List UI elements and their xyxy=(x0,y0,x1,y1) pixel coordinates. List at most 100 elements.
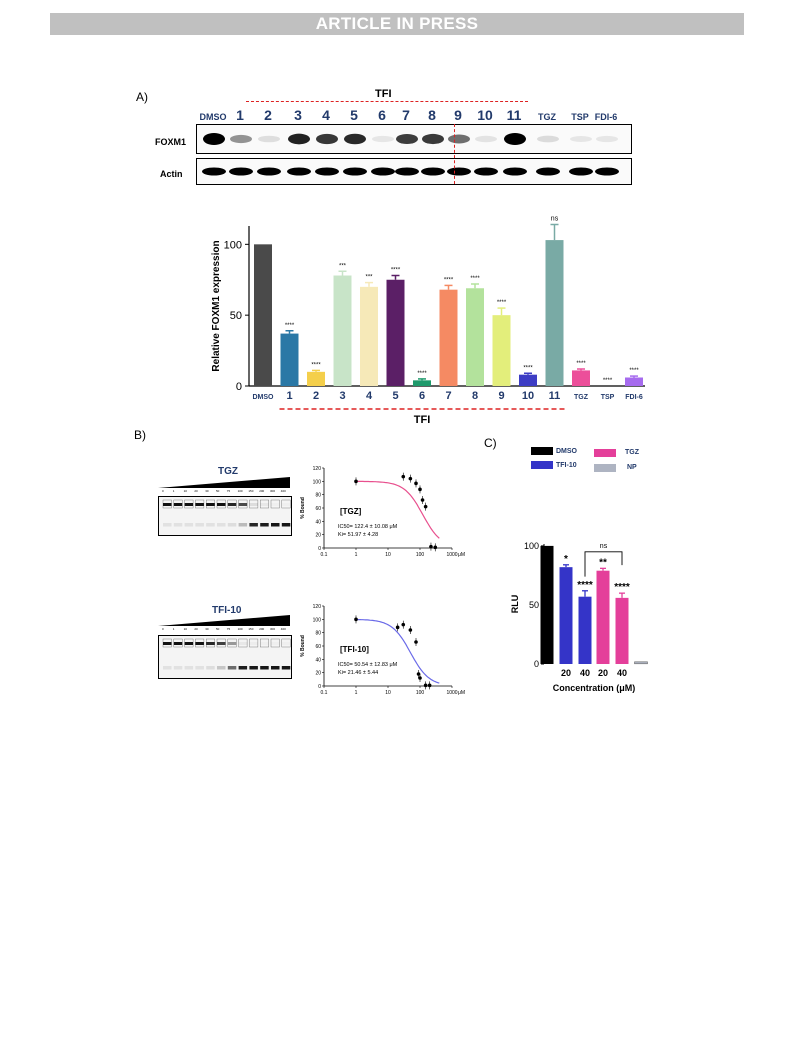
gel-tfi10 xyxy=(158,635,292,679)
panel-b-label: B) xyxy=(134,428,146,442)
significance-label: **** xyxy=(311,362,321,368)
gel-bound-band xyxy=(217,503,226,506)
x-tick-label: 0.1 xyxy=(321,690,328,696)
x-tick-label: 10 xyxy=(522,390,534,402)
gel-concentration-label: 10 xyxy=(183,627,187,631)
x-tick-label: TSP xyxy=(601,394,615,401)
gel-free-band xyxy=(260,666,269,670)
significance-label: **** xyxy=(576,361,586,367)
gel-free-band xyxy=(184,523,194,527)
y-tick-label: 0 xyxy=(236,381,242,393)
bar xyxy=(386,279,405,386)
gel-free-band xyxy=(163,666,172,670)
gel-free-band xyxy=(173,666,183,670)
significance-label: *** xyxy=(339,263,347,269)
y-tick-label: 80 xyxy=(315,631,321,637)
y-tick-label: 100 xyxy=(224,239,242,251)
tfi-top-dashed-line xyxy=(246,101,528,102)
lane-label: 9 xyxy=(454,107,462,123)
tfi-top-label: TFI xyxy=(375,88,392,100)
gel-free-band xyxy=(217,523,226,527)
y-tick-label: 120 xyxy=(313,466,322,472)
foxm1-band xyxy=(396,133,418,145)
bar xyxy=(519,374,537,386)
x-tick-label: 1 xyxy=(286,390,292,402)
x-tick-label: DMSO xyxy=(253,394,275,401)
foxm1-band xyxy=(258,135,280,143)
gel-bound-band xyxy=(282,642,291,645)
lane-label: TSP xyxy=(571,112,589,122)
foxm1-band xyxy=(504,133,526,145)
lane-label: 3 xyxy=(294,107,302,123)
gel-well xyxy=(227,638,237,648)
panel-c-label: C) xyxy=(484,436,497,450)
gel-concentration-label: 150 xyxy=(248,627,254,631)
y-axis-label: % Bound xyxy=(300,635,306,657)
gel-concentration-label: 10 xyxy=(183,489,187,493)
y-tick-label: 60 xyxy=(315,644,321,650)
significance-label: * xyxy=(564,554,568,565)
actin-row-label: Actin xyxy=(160,169,183,179)
x-tick-label: 9 xyxy=(498,390,504,402)
foxm1-band xyxy=(475,135,497,143)
gel-bound-band xyxy=(271,503,280,506)
ic50-annotation: IC50= 122.4 ± 10.08 μM xyxy=(338,524,398,530)
gel-bound-band xyxy=(163,642,172,645)
significance-label: ** xyxy=(599,557,607,568)
gel-bound-band xyxy=(195,503,204,506)
significance-label: **** xyxy=(444,277,454,283)
lane-label: 8 xyxy=(428,107,436,123)
gel-concentration-label: 30 xyxy=(205,489,209,493)
article-banner: ARTICLE IN PRESS xyxy=(50,13,744,35)
y-tick-label: 20 xyxy=(315,533,321,539)
x-tick-label: 0.1 xyxy=(321,552,328,558)
bar xyxy=(615,597,629,664)
x-tick-label: 1000 xyxy=(446,552,457,558)
fit-curve xyxy=(356,618,440,684)
x-unit-label: μM xyxy=(458,552,465,558)
gel-bound-band xyxy=(271,642,280,645)
foxm1-band xyxy=(230,134,252,144)
gel-bound-band xyxy=(184,642,194,645)
foxm1-blot xyxy=(196,124,632,154)
foxm1-band xyxy=(288,133,310,145)
y-tick-label: 0 xyxy=(318,684,321,690)
gel-concentration-label: 0 xyxy=(162,489,164,493)
significance-label: **** xyxy=(470,276,480,282)
actin-band xyxy=(202,167,226,176)
x-tick-label: 8 xyxy=(472,390,478,402)
legend-tfi10-swatch xyxy=(531,461,553,469)
foxm1-band xyxy=(537,135,559,143)
x-unit-label: μM xyxy=(458,690,465,696)
x-tick-label: 1 xyxy=(355,552,358,558)
bar xyxy=(572,370,590,386)
legend-tfi10-label: TFI-10 xyxy=(556,462,577,469)
rlu-bar-chart: 0 50 100 RLU * 20 **** 40 ** 20 **** 40 ns Concentrat… xyxy=(510,541,648,693)
gel-free-band xyxy=(184,666,194,670)
gel-free-band xyxy=(206,523,215,527)
x-tick-label: 3 xyxy=(339,390,345,402)
x-tick-label: 1 xyxy=(355,690,358,696)
gel-free-band xyxy=(227,666,237,670)
gel-bound-band xyxy=(260,503,269,506)
x-tick-label: 7 xyxy=(445,390,451,402)
lane-label: 6 xyxy=(378,107,386,123)
y-tick-label: 40 xyxy=(315,657,321,663)
lane-label: FDI-6 xyxy=(594,112,618,122)
actin-band xyxy=(503,167,527,176)
gel-concentration-label: 400 xyxy=(280,627,286,631)
actin-band xyxy=(474,167,498,176)
bar xyxy=(439,289,458,386)
lane-label: 1 xyxy=(236,107,244,123)
gel-bound-band xyxy=(173,503,183,506)
x-axis-label: TFI xyxy=(414,414,431,426)
significance-label: **** xyxy=(497,300,507,306)
bar xyxy=(492,315,511,386)
x-tick-label: 100 xyxy=(416,690,425,696)
x-tick-label: 40 xyxy=(617,668,627,678)
legend-np-swatch xyxy=(594,464,616,472)
significance-label: **** xyxy=(577,580,593,591)
y-tick-label: 20 xyxy=(315,671,321,677)
gel-well xyxy=(281,638,291,648)
significance-label: *** xyxy=(365,275,373,281)
